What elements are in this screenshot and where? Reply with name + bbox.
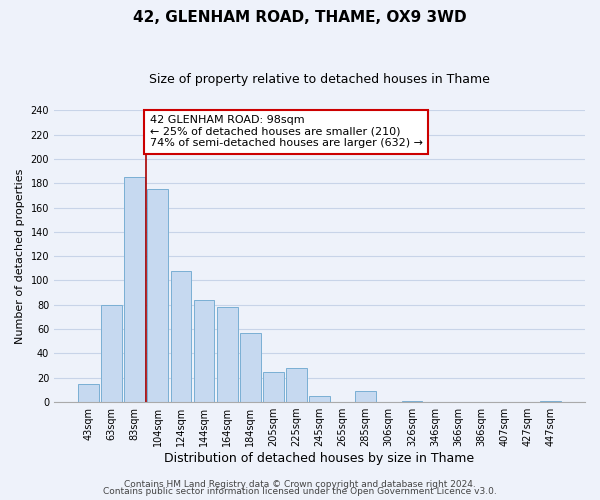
Bar [148, 190, 168, 402]
Text: 42, GLENHAM ROAD, THAME, OX9 3WD: 42, GLENHAM ROAD, THAME, OX9 3WD [133, 10, 467, 25]
Bar [194, 300, 214, 402]
Bar [401, 401, 422, 402]
Bar [101, 305, 122, 402]
Bar [309, 396, 330, 402]
Bar [263, 372, 284, 402]
Text: Contains public sector information licensed under the Open Government Licence v3: Contains public sector information licen… [103, 487, 497, 496]
X-axis label: Distribution of detached houses by size in Thame: Distribution of detached houses by size … [164, 452, 475, 465]
Text: 42 GLENHAM ROAD: 98sqm
← 25% of detached houses are smaller (210)
74% of semi-de: 42 GLENHAM ROAD: 98sqm ← 25% of detached… [150, 115, 423, 148]
Bar [217, 307, 238, 402]
Title: Size of property relative to detached houses in Thame: Size of property relative to detached ho… [149, 72, 490, 86]
Bar [355, 391, 376, 402]
Text: Contains HM Land Registry data © Crown copyright and database right 2024.: Contains HM Land Registry data © Crown c… [124, 480, 476, 489]
Bar [286, 368, 307, 402]
Bar [78, 384, 99, 402]
Bar [124, 177, 145, 402]
Bar [170, 271, 191, 402]
Bar [540, 401, 561, 402]
Bar [240, 333, 260, 402]
Y-axis label: Number of detached properties: Number of detached properties [15, 168, 25, 344]
